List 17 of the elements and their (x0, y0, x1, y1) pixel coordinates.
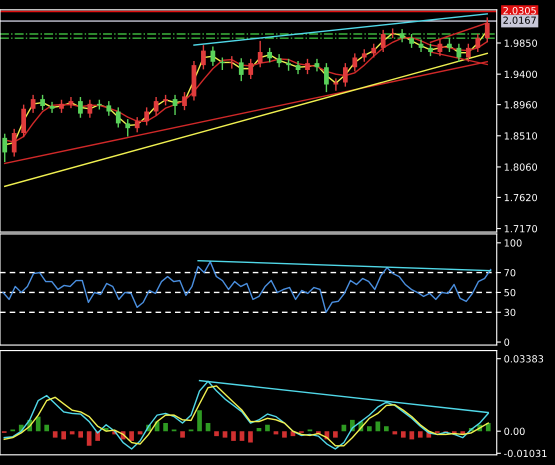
y-tick-label: 0.00 (504, 428, 525, 436)
y-tick-label: 1.8510 (504, 132, 538, 140)
y-tick-label: 0.03383 (504, 355, 544, 363)
ref-line-label: 2.0167 (503, 16, 536, 24)
y-tick-label: 1.9850 (504, 39, 538, 47)
y-tick-label: 30 (504, 308, 516, 316)
y-tick-label: 1.9400 (504, 70, 538, 78)
y-tick-label: 1.8060 (504, 163, 538, 171)
y-tick-label: 50 (504, 288, 516, 296)
y-tick-label: -0.01031 (504, 450, 546, 458)
y-tick-label: 0 (504, 338, 510, 346)
y-tick-label: 1.7170 (504, 225, 538, 232)
y-tick-label: 1.8960 (504, 101, 538, 108)
ref-line-label: 2.0305 (503, 6, 536, 14)
y-tick-label: 1.7620 (504, 194, 538, 202)
y-tick-label: 70 (504, 269, 516, 276)
y-tick-label: 100 (504, 239, 522, 247)
